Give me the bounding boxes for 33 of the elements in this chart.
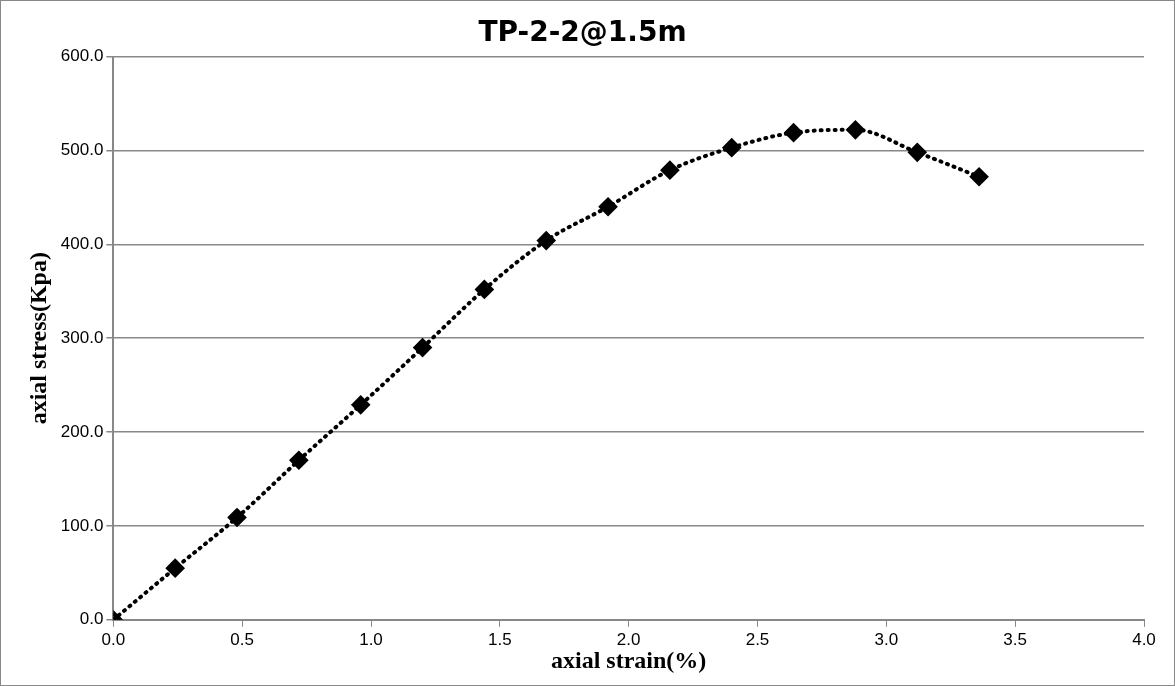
x-axis-title: axial strain(%) bbox=[551, 646, 707, 673]
x-tick-label: 1.5 bbox=[488, 629, 512, 649]
x-tick-label: 0.0 bbox=[101, 629, 126, 649]
y-tick-label: 500.0 bbox=[60, 140, 104, 160]
point bbox=[228, 508, 247, 527]
point bbox=[413, 338, 432, 357]
x-tick-label: 1.0 bbox=[359, 629, 383, 649]
point bbox=[970, 167, 989, 186]
x-tick-label: 2.5 bbox=[745, 629, 770, 649]
x-tick-label: 3.5 bbox=[1003, 629, 1027, 649]
point bbox=[537, 231, 556, 250]
point bbox=[599, 197, 618, 216]
chart-title: TP-2-2@1.5m bbox=[478, 15, 687, 49]
point bbox=[846, 120, 865, 139]
point bbox=[722, 138, 741, 157]
point bbox=[784, 123, 803, 142]
point bbox=[289, 451, 308, 470]
y-tick-label: 400.0 bbox=[60, 234, 104, 254]
point bbox=[351, 395, 370, 414]
y-tick-label: 0.0 bbox=[79, 609, 104, 629]
point bbox=[908, 143, 927, 162]
x-tick-label: 2.0 bbox=[616, 629, 641, 649]
y-tick-label: 600.0 bbox=[60, 46, 104, 66]
point bbox=[166, 559, 185, 578]
point bbox=[660, 161, 679, 180]
y-tick-label: 100.0 bbox=[60, 515, 104, 535]
y-tick-label: 200.0 bbox=[60, 421, 104, 441]
x-tick-label: 3.0 bbox=[874, 629, 899, 649]
x-tick-label: 0.5 bbox=[230, 629, 254, 649]
point bbox=[475, 280, 494, 299]
y-tick-label: 300.0 bbox=[60, 327, 104, 347]
x-tick-label: 4.0 bbox=[1132, 629, 1156, 649]
y-axis-title: axial stress(Kpa) bbox=[24, 252, 51, 425]
